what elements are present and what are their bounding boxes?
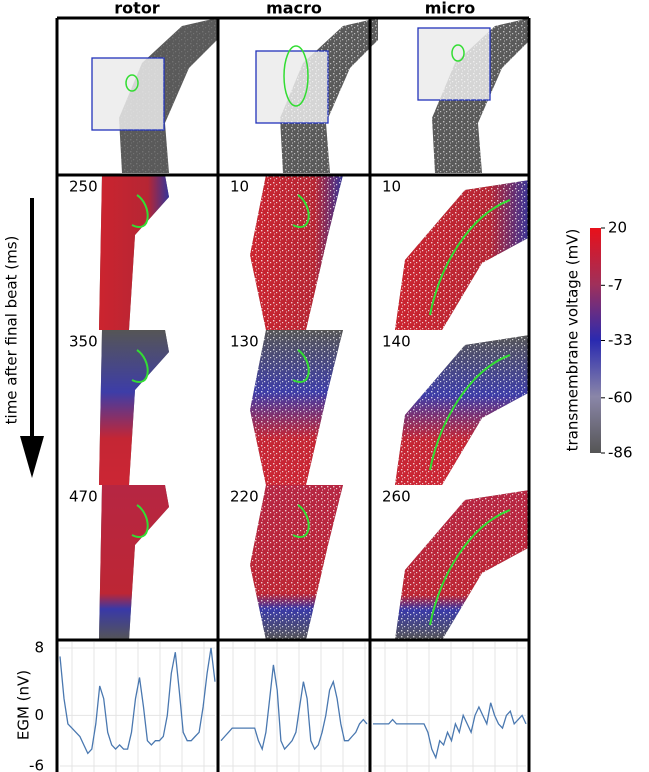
wave-path <box>131 194 149 228</box>
zoom-panel: 140 <box>382 333 530 485</box>
panels: 250 10 10 350 130 140 470 220 260 <box>59 18 530 772</box>
tissue-speckle <box>250 485 343 640</box>
zoom-panel: 130 <box>230 330 343 485</box>
wave-path <box>131 349 149 383</box>
wave-path <box>292 194 310 228</box>
overview-panel <box>417 18 530 173</box>
wave-path <box>451 44 465 62</box>
tissue-highlight <box>119 18 217 173</box>
zoom-panel: 260 <box>382 488 530 640</box>
zoom-panel: 220 <box>230 485 343 640</box>
zoom-panel: 10 <box>230 175 343 330</box>
time-label: 350 <box>69 333 98 351</box>
wave-path <box>131 504 149 538</box>
egm-line <box>220 664 368 752</box>
wave-path <box>292 349 310 383</box>
time-label: 260 <box>382 488 411 506</box>
y-axis-label: EGM (nV) <box>15 670 33 740</box>
column-header: rotor <box>114 0 160 18</box>
colorbar <box>590 228 601 453</box>
time-axis-label: time after final beat (ms) <box>3 236 21 425</box>
zoom-panel: 470 <box>69 485 169 640</box>
colorbar-tick-label: -33 <box>608 331 633 349</box>
tissue-speckle <box>250 330 343 485</box>
tissue-speckle <box>395 180 530 330</box>
column-header: macro <box>266 0 322 18</box>
tissue-voltage <box>99 485 169 640</box>
y-tick-label: 8 <box>34 639 44 657</box>
column-header: micro <box>425 0 476 18</box>
time-arrow-head <box>20 436 44 478</box>
time-label: 470 <box>69 488 98 506</box>
tissue-highlight <box>280 18 378 173</box>
tissue-highlight <box>432 18 530 173</box>
time-label: 10 <box>230 178 249 196</box>
overview-panel <box>255 18 378 173</box>
y-tick-label: -6 <box>29 757 44 772</box>
colorbar-tick-label: 20 <box>608 219 627 237</box>
egm-line <box>59 647 216 755</box>
time-label: 10 <box>382 178 401 196</box>
wave-path <box>429 354 511 471</box>
wave-path <box>429 199 511 316</box>
wave-path <box>429 509 511 626</box>
wave-path <box>292 504 310 538</box>
zoom-panel: 10 <box>382 178 530 330</box>
wave-path <box>283 45 309 107</box>
frame <box>55 16 531 772</box>
zoom-panel: 250 <box>69 175 169 330</box>
tissue-voltage <box>99 330 169 485</box>
wave-path <box>125 74 139 92</box>
tissue-speckle <box>395 490 530 640</box>
zoom-panel: 350 <box>69 330 169 485</box>
colorbar-tick-label: -7 <box>608 276 623 294</box>
time-label: 140 <box>382 333 411 351</box>
colorbar-tick-label: -60 <box>608 388 633 406</box>
time-label: 130 <box>230 333 259 351</box>
time-label: 220 <box>230 488 259 506</box>
tissue-voltage <box>99 175 169 330</box>
overview-panel <box>91 18 217 173</box>
colorbar-label: transmembrane voltage (mV) <box>564 229 582 452</box>
time-label: 250 <box>69 178 98 196</box>
tissue-speckle <box>250 175 343 330</box>
colorbar-tick-label: -86 <box>608 444 633 462</box>
egm-line <box>373 702 527 760</box>
y-tick-label: 0 <box>34 706 44 724</box>
tissue-speckle <box>395 335 530 485</box>
